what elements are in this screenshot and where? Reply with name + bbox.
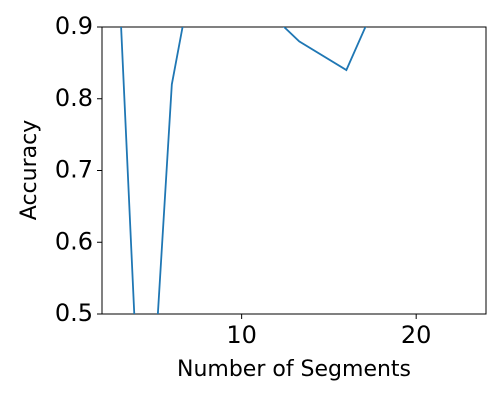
x-axis-label: Number of Segments	[177, 357, 411, 382]
y-tick-label: 0.7	[55, 156, 93, 184]
y-tick-label: 0.9	[55, 12, 93, 40]
x-tick-label: 10	[226, 321, 257, 349]
y-tick-label: 0.6	[55, 227, 93, 255]
x-tick-label: 20	[401, 321, 432, 349]
y-axis-label: Accuracy	[17, 120, 42, 220]
data-line	[120, 27, 367, 314]
y-tick-label: 0.8	[55, 84, 93, 112]
y-tick-label: 0.5	[55, 299, 93, 327]
